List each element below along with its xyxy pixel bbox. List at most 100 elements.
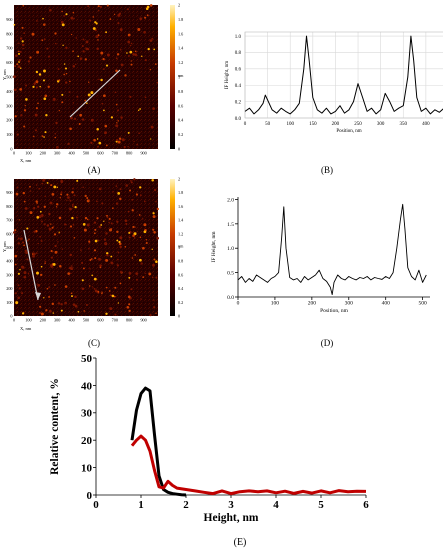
- afm-spot: [75, 37, 78, 39]
- afm-spot: [70, 33, 73, 36]
- afm-spot: [117, 22, 120, 25]
- afm-spot: [82, 223, 86, 226]
- afm-spot: [124, 219, 128, 223]
- x-tick-label: 4: [273, 499, 279, 511]
- afm-spot: [58, 79, 61, 82]
- afm-spot: [97, 145, 99, 148]
- afm-spot: [139, 17, 143, 21]
- afm-spot: [48, 309, 52, 313]
- afm-xtick-label: 0: [13, 318, 15, 323]
- afm-ytick-label: 0: [10, 147, 12, 152]
- afm-spot: [126, 52, 128, 54]
- afm-c-xlabel: X, nm: [20, 326, 32, 332]
- afm-spot: [90, 91, 94, 95]
- afm-spot: [127, 33, 131, 37]
- afm-ytick-label: 100: [6, 132, 12, 137]
- afm-spot: [74, 205, 77, 209]
- afm-spot: [120, 116, 123, 119]
- afm-spot: [104, 124, 108, 128]
- afm-spot: [22, 191, 26, 195]
- x-tick-label: 400: [382, 301, 391, 307]
- afm-spot: [44, 131, 47, 134]
- colorbar-tick-label: 0.4: [178, 286, 184, 291]
- afm-spot: [52, 97, 56, 101]
- x-tick-label: 150: [309, 122, 317, 127]
- afm-spot: [72, 187, 74, 190]
- afm-spot: [37, 242, 39, 245]
- x-tick-label: 250: [354, 122, 362, 127]
- afm-spot: [13, 231, 16, 234]
- afm-spot: [93, 288, 96, 290]
- afm-ytick-label: 600: [6, 231, 12, 236]
- afm-spot: [100, 51, 104, 55]
- afm-spot: [86, 197, 89, 199]
- afm-spot: [70, 116, 73, 120]
- afm-spot: [118, 137, 122, 140]
- afm-spot: [17, 237, 20, 240]
- afm-spot: [130, 179, 132, 182]
- afm-spot: [23, 125, 26, 128]
- afm-spot: [97, 9, 100, 12]
- afm-spot: [18, 50, 20, 53]
- afm-spot: [16, 186, 19, 189]
- afm-spot: [123, 145, 126, 149]
- afm-spot: [60, 191, 63, 193]
- x-tick-label: 500: [418, 301, 427, 307]
- afm-spot: [24, 249, 28, 253]
- afm-spot: [117, 192, 121, 195]
- afm-spot: [58, 216, 62, 220]
- afm-spot: [49, 8, 52, 12]
- afm-spot: [60, 180, 64, 183]
- afm-spot: [65, 13, 68, 16]
- afm-spot: [117, 251, 120, 254]
- afm-spot: [116, 220, 119, 223]
- afm-spot: [111, 207, 114, 210]
- afm-a-yticks: 0 100 200 300 400 500 600 700 800 900: [6, 17, 12, 152]
- afm-spot: [27, 60, 31, 63]
- afm-spot: [34, 129, 38, 132]
- afm-spot: [151, 37, 154, 40]
- colorbar-a-ticks: 0 0.2 0.4 0.6 0.8 1 1.2 1.4 1.6 1.8 2 nm: [178, 3, 184, 152]
- afm-spot: [133, 232, 137, 236]
- afm-spot: [17, 272, 20, 275]
- afm-spot: [71, 216, 74, 220]
- afm-spot: [149, 4, 153, 7]
- afm-spot: [19, 37, 23, 40]
- series-line: [237, 203, 427, 296]
- afm-spot: [18, 219, 20, 221]
- afm-spot: [93, 221, 97, 224]
- afm-spot: [54, 42, 57, 45]
- afm-spot: [153, 231, 156, 234]
- afm-spot: [70, 272, 72, 275]
- afm-spot: [154, 63, 157, 65]
- afm-spot: [17, 284, 20, 287]
- afm-spot: [151, 248, 153, 250]
- afm-spot: [113, 13, 116, 16]
- afm-spot: [108, 290, 111, 292]
- afm-spot: [63, 15, 65, 17]
- afm-spot: [20, 114, 23, 117]
- afm-spot: [128, 55, 130, 57]
- afm-spot: [60, 20, 64, 24]
- afm-spot: [39, 85, 41, 88]
- colorbar-tick-label: 1.2: [178, 231, 183, 236]
- afm-spot: [57, 241, 59, 243]
- colorbar-tick-label: 1.4: [178, 218, 184, 223]
- afm-c-yticks: 0 100 200 300 400 500 600 700 800 900: [6, 190, 12, 318]
- afm-spot: [26, 258, 29, 261]
- afm-spot: [76, 216, 78, 219]
- colorbar-tick-label: 0.6: [178, 103, 183, 108]
- afm-spot: [23, 271, 27, 275]
- series-line: [244, 35, 443, 115]
- afm-c-ylabel: Y, nm: [2, 241, 8, 252]
- colorbar-tick-label: 0.4: [178, 118, 184, 123]
- afm-spot: [61, 101, 64, 104]
- profile-chart-b: 0501001502002503003504004500.00.20.40.60…: [225, 31, 443, 175]
- afm-spot: [53, 185, 57, 189]
- y-tick-label: 0.4: [235, 84, 242, 89]
- afm-spot: [130, 181, 133, 184]
- afm-spot: [97, 39, 99, 41]
- afm-spot: [93, 138, 96, 142]
- afm-spot: [64, 67, 68, 70]
